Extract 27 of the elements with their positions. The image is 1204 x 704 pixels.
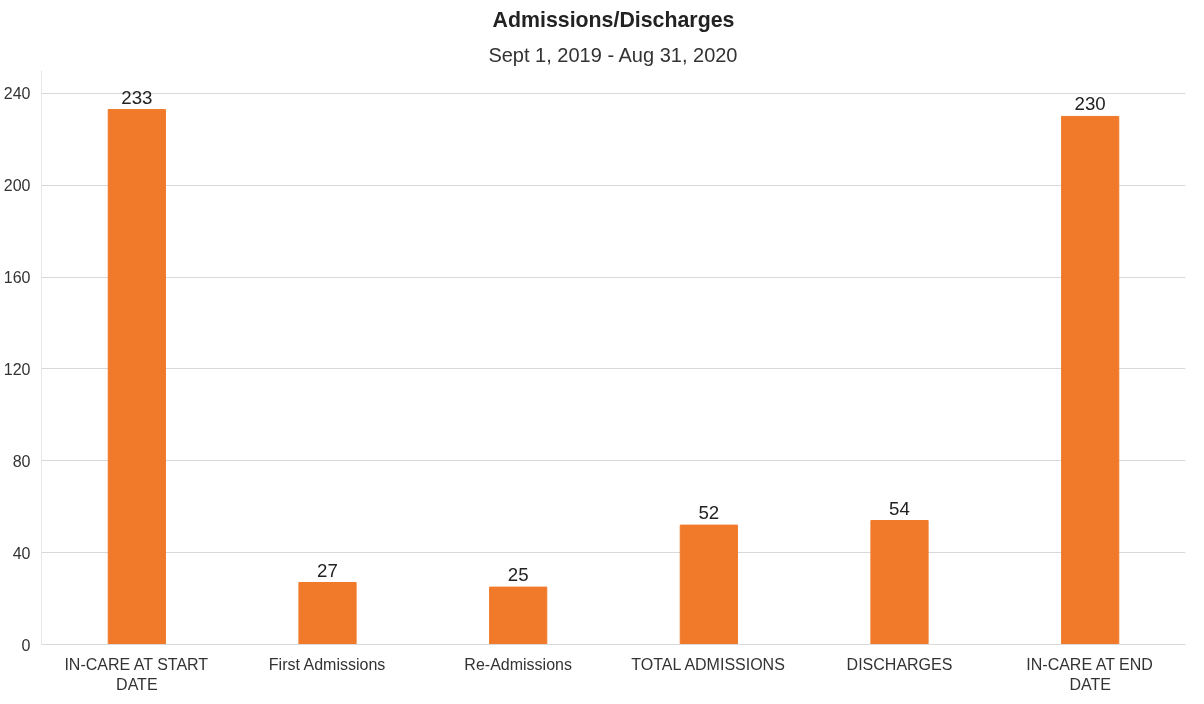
bar [298,582,357,645]
bar [107,109,166,645]
data-label: 54 [889,497,910,519]
x-tick-label: IN-CARE AT START DATE [64,655,209,693]
y-tick-label: 120 [3,360,31,378]
x-tick-label: TOTAL ADMISSIONS [631,655,785,673]
data-label: 25 [507,564,529,586]
chart-title: Admissions/Discharges [492,7,735,32]
data-label: 230 [1074,93,1106,115]
bar [679,524,738,645]
data-label: 52 [698,502,720,524]
y-tick-label: 80 [12,452,31,470]
x-tick-label: DISCHARGES [846,655,953,673]
x-tick-label: IN-CARE AT END DATE [1026,655,1153,693]
bar [489,586,548,645]
data-label: 233 [121,86,153,108]
y-tick-label: 0 [21,636,31,654]
x-tick-label: Re-Admissions [464,655,572,673]
y-tick-label: 40 [12,544,31,562]
y-tick-label: 160 [3,269,31,287]
y-tick-label: 200 [3,177,31,195]
x-tick-label: First Admissions [268,655,386,673]
bar [1061,115,1120,645]
y-tick-label: 240 [3,85,31,103]
chart-subtitle: Sept 1, 2019 - Aug 31, 2020 [488,43,738,66]
bar [870,520,929,645]
data-label: 27 [317,559,338,581]
